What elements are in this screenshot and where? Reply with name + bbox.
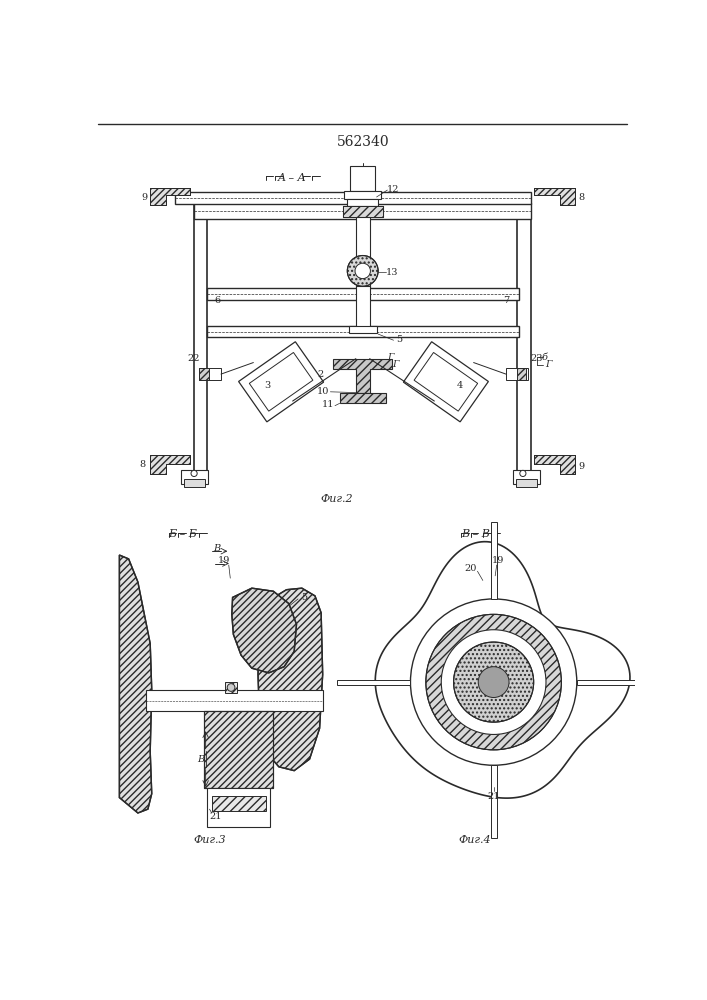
Bar <box>207 788 270 827</box>
Polygon shape <box>343 206 382 217</box>
Text: 6: 6 <box>214 296 221 305</box>
Text: 8: 8 <box>578 192 585 202</box>
Bar <box>212 796 266 811</box>
Polygon shape <box>339 393 386 403</box>
Bar <box>184 479 205 487</box>
Circle shape <box>411 599 577 765</box>
Text: 19: 19 <box>492 556 504 565</box>
Text: 7: 7 <box>503 296 509 305</box>
Circle shape <box>227 684 235 691</box>
Bar <box>337 680 411 685</box>
Bar <box>204 711 274 788</box>
Polygon shape <box>250 352 313 411</box>
Text: В: В <box>197 755 204 764</box>
Bar <box>207 326 519 337</box>
Text: 21: 21 <box>487 792 500 801</box>
Circle shape <box>454 642 534 722</box>
Polygon shape <box>150 455 190 474</box>
Polygon shape <box>199 368 209 380</box>
Bar <box>225 682 238 693</box>
Bar <box>506 368 527 380</box>
Text: 2: 2 <box>317 370 324 379</box>
Text: 562340: 562340 <box>337 135 389 149</box>
Text: Фиг.3: Фиг.3 <box>193 835 226 845</box>
Circle shape <box>191 470 197 477</box>
Bar <box>513 470 540 484</box>
Text: В: В <box>213 544 220 553</box>
Bar <box>349 326 377 333</box>
Polygon shape <box>232 588 296 673</box>
Text: A – A: A – A <box>278 173 306 183</box>
Text: Г: Г <box>392 360 398 369</box>
Polygon shape <box>534 455 575 474</box>
Polygon shape <box>534 188 575 205</box>
Bar <box>343 206 382 217</box>
Circle shape <box>520 470 526 477</box>
Text: 21: 21 <box>209 812 222 821</box>
Text: Фиг.4: Фиг.4 <box>459 835 491 845</box>
Circle shape <box>355 263 370 279</box>
Text: 5: 5 <box>301 593 308 602</box>
Polygon shape <box>334 359 392 393</box>
Bar <box>577 680 650 685</box>
Bar <box>356 286 370 329</box>
Text: 9: 9 <box>578 462 585 471</box>
Bar <box>207 288 519 300</box>
Text: 3: 3 <box>264 381 270 390</box>
Text: Б – Б: Б – Б <box>168 529 197 539</box>
Circle shape <box>441 630 546 734</box>
Bar <box>351 166 375 191</box>
Polygon shape <box>375 542 630 798</box>
Text: Г: Г <box>545 360 551 369</box>
Bar <box>146 690 322 711</box>
Text: 8: 8 <box>139 460 146 469</box>
Bar <box>344 191 381 199</box>
Bar <box>175 192 530 204</box>
Text: 9: 9 <box>141 192 147 202</box>
Text: В – В: В – В <box>461 529 489 539</box>
Text: 22: 22 <box>187 354 199 363</box>
Polygon shape <box>414 352 478 411</box>
Text: 19: 19 <box>218 556 230 565</box>
Polygon shape <box>258 588 322 771</box>
Text: Фиг.2: Фиг.2 <box>320 494 353 504</box>
Polygon shape <box>150 188 190 205</box>
Polygon shape <box>119 555 152 813</box>
Bar <box>491 522 497 599</box>
Polygon shape <box>517 368 526 380</box>
Bar <box>347 199 378 206</box>
Text: 13: 13 <box>386 268 398 277</box>
Circle shape <box>426 614 561 750</box>
Bar <box>181 470 208 484</box>
Text: 4: 4 <box>457 381 463 390</box>
Text: 20: 20 <box>464 564 477 573</box>
Bar <box>516 479 537 487</box>
Polygon shape <box>404 342 489 422</box>
Text: б: б <box>542 353 547 362</box>
Text: Г: Г <box>387 353 394 362</box>
Bar <box>194 203 530 219</box>
Text: 11: 11 <box>322 400 334 409</box>
Circle shape <box>478 667 509 698</box>
Bar <box>199 368 221 380</box>
Bar <box>356 217 370 288</box>
Text: 10: 10 <box>317 387 329 396</box>
Text: 12: 12 <box>387 185 399 194</box>
Text: 23: 23 <box>530 354 543 363</box>
Bar <box>491 765 497 838</box>
Polygon shape <box>238 342 324 422</box>
Circle shape <box>347 256 378 286</box>
Text: 5: 5 <box>397 335 403 344</box>
Bar <box>204 711 274 788</box>
